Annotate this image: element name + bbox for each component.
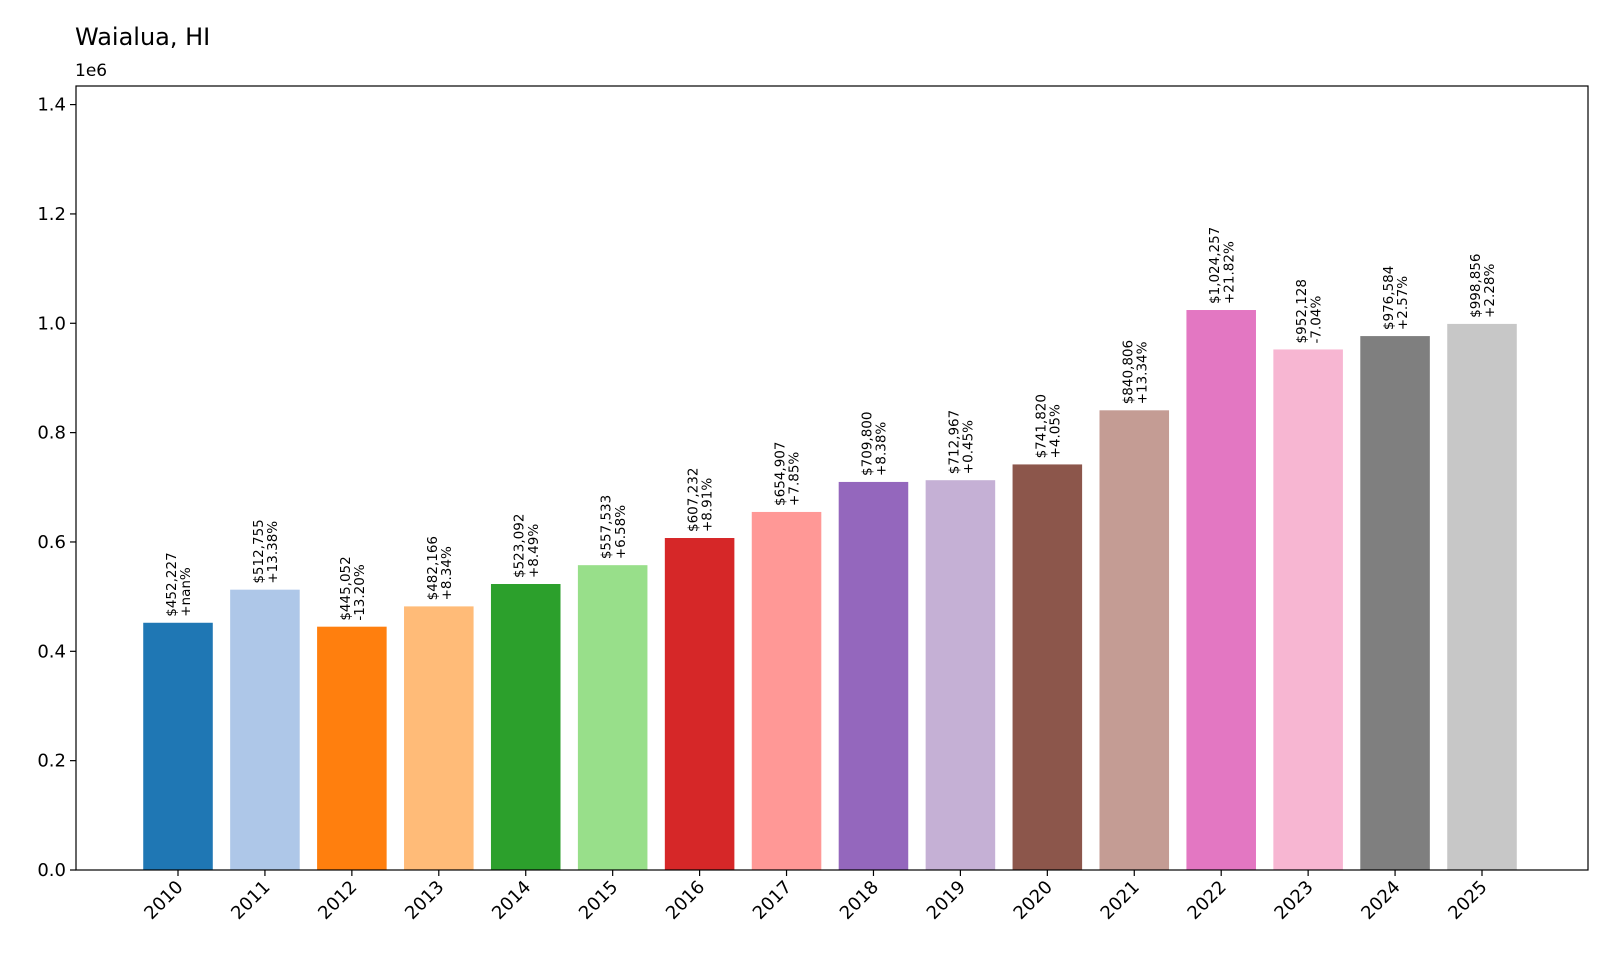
bar-value-label-2014: $523,092+8.49% bbox=[512, 514, 542, 578]
bar-2018 bbox=[838, 481, 909, 870]
bar-2011 bbox=[230, 589, 300, 870]
bar-change-label: +nan% bbox=[178, 567, 194, 617]
bar-2021 bbox=[1099, 410, 1170, 870]
bar-value-label-2024: $976,584+2.57% bbox=[1381, 266, 1411, 330]
x-axis: 2010 2011 2012 2013 2014 2015 2016 2017 2018 2019… bbox=[140, 870, 1492, 924]
bar-value-label-2019: $712,967+0.45% bbox=[946, 410, 976, 474]
bar-value-label-2013: $482,166+8.34% bbox=[425, 536, 455, 600]
bar-change-label: -7.04% bbox=[1308, 296, 1324, 344]
y-tick-label: 0.8 bbox=[37, 423, 66, 444]
y-tick-label: 0.6 bbox=[37, 532, 66, 553]
y-tick-label: 0.4 bbox=[37, 641, 66, 662]
x-tick-label-2022: 2022 bbox=[1183, 877, 1230, 924]
bar-price-label: $512,755 bbox=[251, 519, 267, 583]
bars-group bbox=[143, 310, 1517, 871]
x-tick-label-2018: 2018 bbox=[836, 877, 883, 924]
x-tick-label-2010: 2010 bbox=[140, 877, 187, 924]
bar-change-label: +8.91% bbox=[700, 478, 716, 532]
bar-value-label-2017: $654,907+7.85% bbox=[773, 442, 803, 506]
plot-frame bbox=[75, 85, 1589, 871]
bar-2025 bbox=[1447, 323, 1517, 870]
bar-change-label: +0.45% bbox=[961, 420, 977, 474]
bar-change-label: +2.28% bbox=[1482, 264, 1498, 318]
bar-value-label-2016: $607,232+8.91% bbox=[686, 468, 716, 532]
bar-price-label: $452,227 bbox=[164, 552, 180, 616]
y-tick-label: 1.4 bbox=[37, 95, 66, 116]
bar-labels-group: $452,227+nan% $512,755+13.38% $445,052-13.… bbox=[164, 227, 1498, 621]
bar-value-label-2021: $840,806+13.34% bbox=[1120, 340, 1150, 404]
x-tick-label-2012: 2012 bbox=[314, 877, 361, 924]
x-tick-label-2013: 2013 bbox=[401, 877, 448, 924]
bar-2022 bbox=[1186, 310, 1256, 870]
bar-price-label: $952,128 bbox=[1294, 279, 1310, 343]
y-tick-label: 1.2 bbox=[37, 204, 66, 225]
bar-price-label: $976,584 bbox=[1381, 266, 1397, 330]
bar-2023 bbox=[1273, 349, 1343, 870]
bar-2014 bbox=[490, 584, 561, 870]
bar-change-label: +8.49% bbox=[526, 524, 542, 578]
bar-2015 bbox=[577, 565, 648, 870]
x-tick-label-2024: 2024 bbox=[1357, 877, 1404, 924]
bar-2010 bbox=[143, 622, 213, 870]
bar-change-label: +6.58% bbox=[613, 505, 629, 559]
x-tick-label-2014: 2014 bbox=[488, 877, 535, 924]
bar-price-label: $840,806 bbox=[1120, 340, 1136, 404]
y-axis-offset-label: 1e6 bbox=[75, 61, 107, 81]
x-tick-label-2011: 2011 bbox=[227, 877, 274, 924]
y-axis: 0.0 0.2 0.4 0.6 0.8 1.0 1.2 1.4 bbox=[37, 95, 76, 881]
bar-change-label: +4.05% bbox=[1047, 404, 1063, 458]
y-tick-label: 0.0 bbox=[37, 860, 66, 881]
bar-2024 bbox=[1360, 336, 1430, 871]
bar-price-label: $998,856 bbox=[1468, 253, 1484, 317]
bar-change-label: +8.34% bbox=[439, 546, 455, 600]
x-tick-label-2016: 2016 bbox=[662, 877, 709, 924]
bar-change-label: +8.38% bbox=[874, 422, 890, 476]
bar-price-label: $741,820 bbox=[1033, 394, 1049, 458]
bar-price-label: $1,024,257 bbox=[1207, 227, 1223, 304]
x-tick-label-2015: 2015 bbox=[575, 877, 622, 924]
x-tick-label-2019: 2019 bbox=[923, 877, 970, 924]
bar-2020 bbox=[1012, 464, 1083, 870]
bar-value-label-2015: $557,533+6.58% bbox=[599, 495, 629, 559]
bar-change-label: -13.20% bbox=[352, 564, 368, 621]
bar-price-label: $709,800 bbox=[859, 412, 875, 476]
bar-value-label-2020: $741,820+4.05% bbox=[1033, 394, 1063, 458]
bar-value-label-2018: $709,800+8.38% bbox=[859, 412, 889, 476]
bar-price-label: $654,907 bbox=[773, 442, 789, 506]
x-tick-label-2023: 2023 bbox=[1270, 877, 1317, 924]
bar-price-label: $482,166 bbox=[425, 536, 441, 600]
bar-value-label-2025: $998,856+2.28% bbox=[1468, 253, 1498, 317]
bar-price-label: $523,092 bbox=[512, 514, 528, 578]
bar-2019 bbox=[925, 480, 996, 870]
bar-change-label: +13.38% bbox=[265, 521, 281, 584]
bar-price-label: $607,232 bbox=[686, 468, 702, 532]
bar-2013 bbox=[404, 606, 474, 870]
chart-title: Waialua, HI bbox=[75, 23, 210, 51]
bar-price-label: $445,052 bbox=[338, 556, 354, 620]
bar-value-label-2022: $1,024,257+21.82% bbox=[1207, 227, 1237, 304]
bar-value-label-2010: $452,227+nan% bbox=[164, 552, 194, 616]
bar-change-label: +2.57% bbox=[1395, 276, 1411, 330]
x-tick-label-2021: 2021 bbox=[1097, 877, 1144, 924]
bar-change-label: +13.34% bbox=[1134, 341, 1150, 404]
bar-value-label-2011: $512,755+13.38% bbox=[251, 519, 281, 583]
bar-2017 bbox=[751, 511, 822, 870]
bar-2012 bbox=[317, 626, 387, 870]
bar-value-label-2012: $445,052-13.20% bbox=[338, 556, 368, 620]
bar-value-label-2023: $952,128-7.04% bbox=[1294, 279, 1324, 343]
bar-price-label: $712,967 bbox=[946, 410, 962, 474]
bar-2016 bbox=[664, 538, 735, 870]
x-tick-label-2017: 2017 bbox=[749, 877, 796, 924]
y-tick-label: 0.2 bbox=[37, 751, 66, 772]
y-tick-label: 1.0 bbox=[37, 313, 66, 334]
bar-change-label: +21.82% bbox=[1221, 241, 1237, 304]
x-tick-label-2025: 2025 bbox=[1444, 877, 1491, 924]
bar-change-label: +7.85% bbox=[787, 452, 803, 506]
bar-price-label: $557,533 bbox=[599, 495, 615, 559]
x-tick-label-2020: 2020 bbox=[1010, 877, 1057, 924]
